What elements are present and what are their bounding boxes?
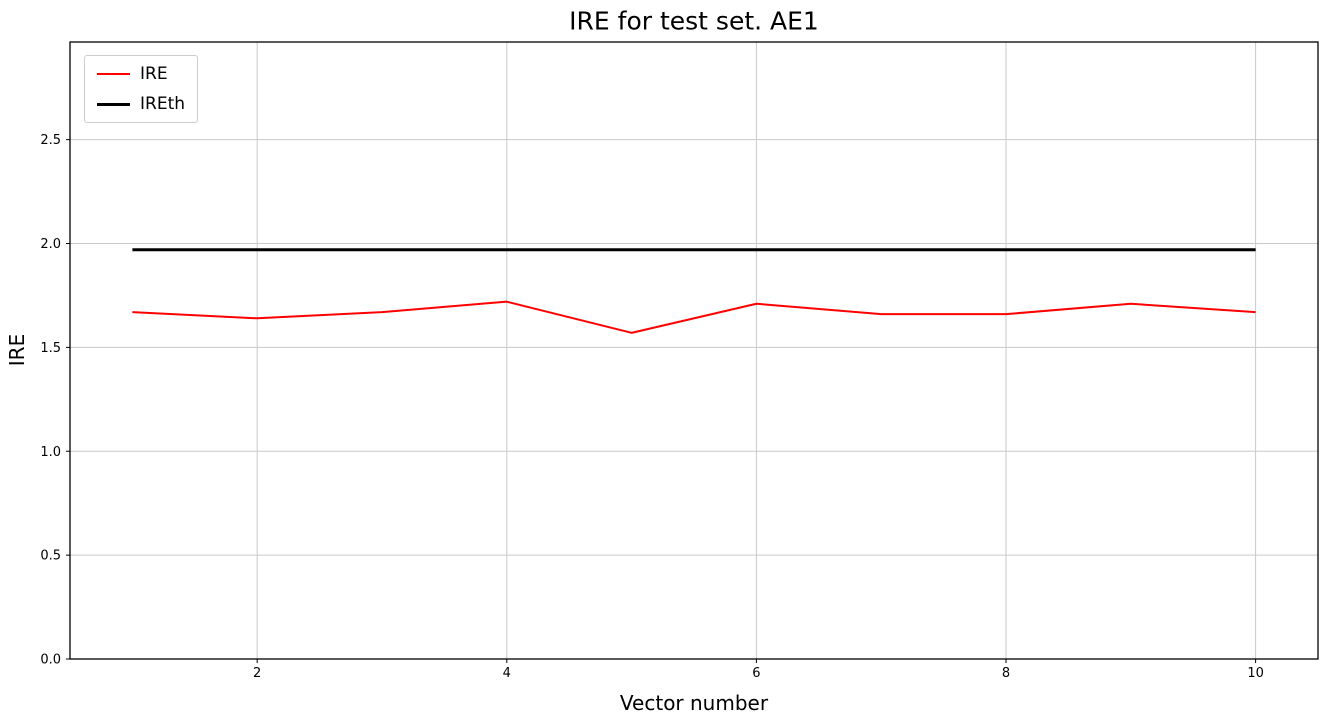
legend-item-ire: IRE xyxy=(97,65,185,84)
y-tick-label: 0.5 xyxy=(40,549,61,564)
y-tick-label: 2.0 xyxy=(40,237,61,252)
legend-label-ireth: IREth xyxy=(140,93,186,114)
y-tick-label: 2.5 xyxy=(40,133,61,148)
chart-title: IRE for test set. AE1 xyxy=(569,6,819,36)
ireth-line-swatch xyxy=(97,102,130,106)
y-tick-label: 1.0 xyxy=(40,445,61,460)
ire-line-swatch xyxy=(97,73,130,76)
legend-item-ireth: IREth xyxy=(97,93,186,114)
legend-label-ire: IRE xyxy=(140,64,168,84)
x-axis-label: Vector number xyxy=(619,691,769,715)
x-tick-label: 4 xyxy=(503,666,511,681)
series-line-ire xyxy=(132,300,1256,334)
y-tick-label: 1.5 xyxy=(40,341,61,356)
x-tick-label: 8 xyxy=(1002,666,1010,681)
x-tick-label: 6 xyxy=(752,666,760,681)
x-tick-label: 10 xyxy=(1247,666,1264,681)
axes-frame xyxy=(69,41,1319,660)
y-tick-label: 0.0 xyxy=(40,653,61,668)
legend: IRE IREth xyxy=(84,55,199,124)
x-tick-label: 2 xyxy=(253,666,261,681)
